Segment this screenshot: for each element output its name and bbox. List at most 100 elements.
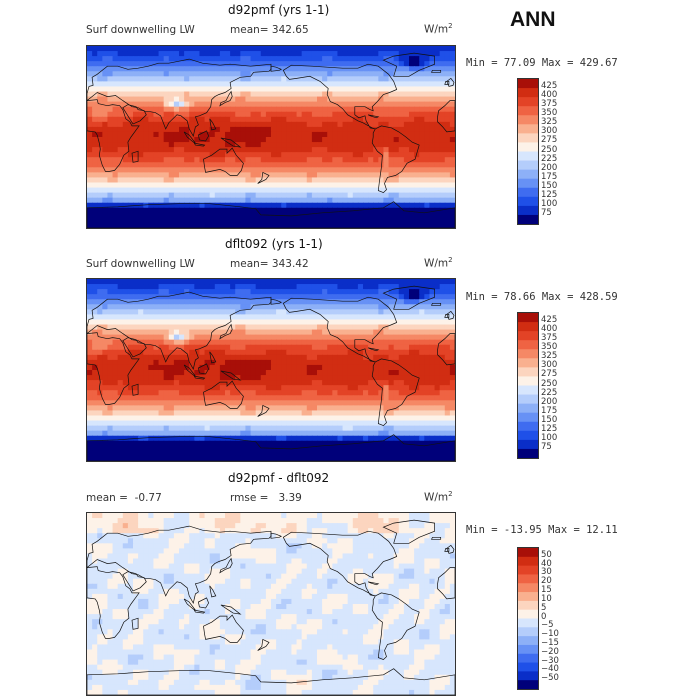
panel1-map-cell xyxy=(122,147,129,153)
panel2-map-cell xyxy=(281,435,287,442)
panel2-map-cell xyxy=(158,329,165,336)
panel2-map-cell xyxy=(352,304,359,310)
panel1-map-cell xyxy=(225,162,231,168)
panel1-map-cell xyxy=(419,147,425,153)
panel2-map-cell xyxy=(393,430,400,437)
panel1-colorbar-tick-label: 200 xyxy=(541,162,558,173)
panel2-map-cell xyxy=(173,395,180,401)
panel2-map-cell xyxy=(383,314,390,321)
panel2-map-cell xyxy=(194,354,201,361)
panel1-map-cell xyxy=(250,81,257,88)
panel1-map-cell xyxy=(424,76,431,82)
panel2-map-cell xyxy=(419,435,425,442)
panel2-map-cell xyxy=(296,299,303,305)
panel1-map-cell xyxy=(97,202,103,209)
panel1-map-cell xyxy=(168,162,175,168)
panel1-map-cell xyxy=(296,106,303,113)
panel1-map-cell xyxy=(265,182,272,189)
panel2-map-cell xyxy=(138,385,144,391)
panel2-map-cell xyxy=(138,380,144,386)
panel1-map-cell xyxy=(414,76,420,82)
panel1-map-cell xyxy=(368,142,374,148)
panel2-map-cell xyxy=(153,349,160,356)
panel2-map-cell xyxy=(296,435,303,442)
panel1-map-cell xyxy=(153,182,160,189)
panel1-map-cell xyxy=(168,51,175,57)
panel2-map-cell xyxy=(317,395,323,401)
panel1-map-cell xyxy=(184,192,190,199)
panel2-map-cell xyxy=(383,354,390,361)
panel1-map-cell xyxy=(398,56,405,62)
panel1-map-cell xyxy=(168,202,175,209)
panel1-map-cell xyxy=(306,177,313,184)
panel1-map-cell xyxy=(352,111,359,118)
panel1-map-cell xyxy=(194,96,201,103)
panel2-map-cell xyxy=(398,385,405,391)
panel1-map-cell xyxy=(97,137,103,143)
panel1-map-cell xyxy=(388,76,395,82)
panel2-map-cell xyxy=(429,289,436,295)
panel2-map-cell xyxy=(296,284,303,290)
panel2-map-cell xyxy=(102,314,109,321)
panel2-map-cell xyxy=(255,430,262,437)
panel1-map-cell xyxy=(383,61,390,67)
panel1-map-cell xyxy=(260,71,267,77)
panel1-map-cell xyxy=(388,111,395,118)
panel1-map-cell xyxy=(368,131,374,138)
panel2-map-cell xyxy=(219,334,226,341)
panel1-map-cell xyxy=(245,212,252,219)
panel1-map-cell xyxy=(301,81,308,88)
panel2-map-cell xyxy=(373,370,379,376)
panel1-map-coastline xyxy=(444,81,450,85)
panel1-map-cell xyxy=(393,71,400,77)
panel1-map-cell xyxy=(398,192,405,199)
panel2-map-cell xyxy=(189,304,195,310)
panel1-map-cell xyxy=(158,111,165,118)
panel2-map-cell xyxy=(337,359,344,366)
panel1-map-cell xyxy=(301,192,308,199)
panel2-map-cell xyxy=(260,299,267,305)
panel1-map-cell xyxy=(92,222,98,228)
panel2-map-cell xyxy=(352,364,359,371)
panel2-map-cell xyxy=(322,339,328,346)
panel2-map-cell xyxy=(122,395,129,401)
panel1-map-cell xyxy=(240,177,247,184)
panel1-map-cell xyxy=(363,197,369,204)
panel1-colorbar-tick-label: 175 xyxy=(541,171,558,182)
panel1-map-cell xyxy=(143,217,149,224)
panel2-map-cell xyxy=(281,284,287,290)
panel2-map-cell xyxy=(255,375,262,381)
panel2-map-cell xyxy=(322,415,328,422)
panel2-map-cell xyxy=(403,435,410,442)
panel2-map-cell xyxy=(122,314,129,321)
panel2-map-cell xyxy=(230,430,236,437)
panel2-map-cell xyxy=(403,420,410,427)
panel1-map-cell xyxy=(199,116,206,123)
panel2-map-cell xyxy=(383,425,390,432)
panel1-map-cell xyxy=(225,172,231,179)
panel2-map-cell xyxy=(276,349,282,356)
panel1-map-cell xyxy=(373,177,379,184)
panel1-map-cell xyxy=(327,126,333,133)
panel2-map-cell xyxy=(383,395,390,401)
panel2-map-cell xyxy=(230,364,236,371)
panel1-map-cell xyxy=(347,126,354,133)
panel1-map-cell xyxy=(194,116,201,123)
panel1-map-cell xyxy=(398,217,405,224)
panel2-map-cell xyxy=(373,430,379,437)
panel2-map-cell xyxy=(444,395,451,401)
panel1-map-cell xyxy=(133,137,139,143)
panel1-map-coastline xyxy=(430,69,442,73)
panel1-map-cell xyxy=(388,81,395,88)
panel2-map-cell xyxy=(347,304,354,310)
panel2-map-cell xyxy=(378,279,385,285)
panel2-map-cell xyxy=(306,309,313,315)
panel1-map-cell xyxy=(373,131,379,138)
panel1-map-cell xyxy=(439,91,446,98)
panel2-map-cell xyxy=(373,324,379,331)
panel2-map-cell xyxy=(276,425,282,432)
panel2-map-cell xyxy=(357,420,364,427)
panel2-map-cell xyxy=(439,349,446,356)
panel1-map-cell xyxy=(265,91,272,98)
panel2-map-cell xyxy=(373,334,379,341)
